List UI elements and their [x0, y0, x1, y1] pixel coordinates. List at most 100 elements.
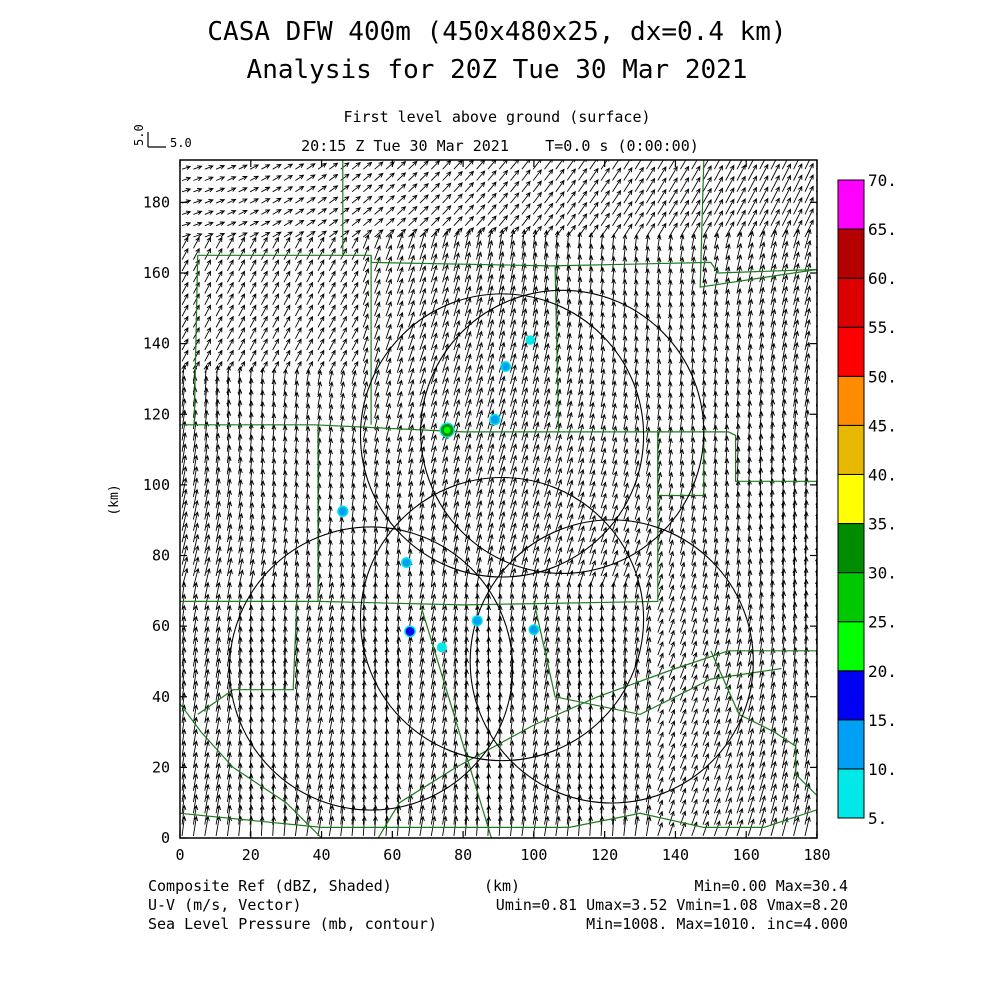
colorbar-swatch	[837, 621, 865, 672]
footer: Composite Ref (dBZ, Shaded) U-V (m/s, Ve…	[148, 877, 848, 933]
colorbar-swatch	[837, 179, 865, 230]
colorbar-tick-label: 60.	[868, 269, 897, 288]
colorbar-swatch	[837, 424, 865, 475]
y-tick-label: 180	[143, 193, 170, 211]
footer-left-1: Composite Ref (dBZ, Shaded)	[148, 877, 392, 895]
county-boundary	[420, 604, 492, 838]
x-tick-label: 140	[662, 846, 689, 864]
y-tick-label: 100	[143, 476, 170, 494]
x-tick-label: 80	[454, 846, 472, 864]
reflectivity-cell	[473, 616, 482, 625]
county-boundary	[554, 265, 560, 432]
reflectivity-cell	[405, 627, 415, 636]
radar-range-ring	[359, 476, 645, 762]
reflectivity-cells	[337, 335, 540, 653]
x-axis-ticks: 0 20 40 60 80 100 120 140 160 180	[175, 160, 831, 864]
ref-vector-y-label: 5.0	[132, 124, 146, 146]
colorbar-swatch	[837, 326, 865, 377]
colorbar-swatch	[837, 768, 865, 819]
y-tick-label: 140	[143, 335, 170, 353]
footer-right-2: Umin=0.81 Umax=3.52 Vmin=1.08 Vmax=8.20	[496, 896, 848, 914]
x-tick-label: 100	[520, 846, 547, 864]
x-tick-label: 0	[175, 846, 184, 864]
colorbar-swatch	[837, 375, 865, 426]
colorbar-tick-label: 15.	[868, 711, 897, 730]
y-axis-label: (km)	[107, 484, 122, 515]
colorbar-swatch	[837, 277, 865, 328]
footer-right-3: Min=1008. Max=1010. inc=4.000	[586, 915, 848, 933]
radar-range-ring	[420, 289, 705, 575]
x-tick-label: 40	[313, 846, 331, 864]
y-axis-ticks: 0 20 40 60 80 100 120 140 160 180	[143, 193, 817, 847]
elapsed-label: T=0.0 s (0:00:00)	[545, 137, 699, 155]
county-boundary	[317, 431, 659, 606]
y-tick-label: 80	[152, 547, 170, 565]
county-boundary	[533, 601, 782, 716]
radar-range-ring	[228, 526, 514, 811]
y-tick-label: 120	[143, 405, 170, 423]
colorbar-tick-label: 10.	[868, 760, 897, 779]
plot-background	[180, 160, 817, 838]
county-boundary	[193, 255, 199, 425]
chart-title: CASA DFW 400m (450x480x25, dx=0.4 km)	[207, 17, 786, 47]
county-boundary	[180, 424, 817, 482]
colorbar-tick-label: 25.	[868, 613, 897, 632]
colorbar-swatch	[837, 670, 865, 721]
reflectivity-cell	[338, 507, 347, 516]
x-tick-label: 20	[242, 846, 260, 864]
reflectivity-cell	[529, 625, 538, 634]
wind-vector-arrows	[181, 160, 817, 837]
y-tick-label: 20	[152, 758, 170, 776]
x-tick-label: 60	[383, 846, 401, 864]
plot-frame	[179, 159, 818, 839]
y-tick-label: 60	[152, 617, 170, 635]
colorbar-tick-label: 55.	[868, 318, 897, 337]
time-label: 20:15 Z Tue 30 Mar 2021	[301, 137, 509, 155]
reflectivity-cell-core	[443, 426, 451, 434]
reflectivity-cell	[501, 362, 510, 371]
colorbar-tick-label: 40.	[868, 465, 897, 484]
colorbar-tick-label: 45.	[868, 416, 897, 435]
wind-vectors	[181, 160, 817, 837]
reference-vector: 5.0 5.0	[132, 124, 192, 150]
colorbar-tick-label: 5.	[868, 809, 887, 828]
colorbar-swatch	[837, 523, 865, 574]
reflectivity-cell	[490, 415, 500, 424]
colorbar-swatch	[837, 572, 865, 623]
county-boundary	[377, 650, 817, 838]
colorbar: 5. 10. 15. 20. 25. 30. 35. 40. 45. 50. 55. 60. 65. 70…	[837, 171, 897, 828]
colorbar-tick-label: 65.	[868, 220, 897, 239]
radar-range-rings	[228, 289, 754, 811]
x-tick-label: 180	[803, 846, 830, 864]
county-boundaries	[180, 160, 817, 838]
colorbar-tick-label: 70.	[868, 171, 897, 190]
reflectivity-cell	[527, 336, 534, 344]
y-tick-label: 40	[152, 688, 170, 706]
colorbar-swatch	[837, 228, 865, 279]
plot-area: 0 20 40 60 80 100 120 140 160 180 0 20 40 60 80 100 120…	[143, 159, 831, 864]
chart-subtitle: Analysis for 20Z Tue 30 Mar 2021	[247, 55, 748, 85]
footer-right-1: Min=0.00 Max=30.4	[694, 877, 848, 895]
county-boundary	[180, 703, 323, 838]
colorbar-tick-label: 20.	[868, 662, 897, 681]
x-axis-label: (km)	[484, 877, 520, 895]
x-tick-label: 120	[591, 846, 618, 864]
radar-range-ring	[359, 293, 645, 578]
county-boundary	[699, 160, 817, 288]
colorbar-tick-label: 35.	[868, 515, 897, 534]
ref-vector-x-label: 5.0	[170, 136, 192, 150]
colorbar-tick-label: 30.	[868, 564, 897, 583]
county-boundary	[710, 650, 817, 797]
radar-range-ring	[469, 519, 754, 804]
county-boundary	[180, 809, 817, 829]
level-label: First level above ground (surface)	[343, 108, 650, 126]
footer-left-2: U-V (m/s, Vector)	[148, 896, 302, 914]
y-tick-label: 0	[161, 829, 170, 847]
footer-left-3: Sea Level Pressure (mb, contour)	[148, 915, 437, 933]
county-boundary	[197, 601, 298, 715]
x-tick-label: 160	[733, 846, 760, 864]
colorbar-swatch	[837, 473, 865, 525]
colorbar-tick-label: 50.	[868, 367, 897, 386]
y-tick-label: 160	[143, 264, 170, 282]
